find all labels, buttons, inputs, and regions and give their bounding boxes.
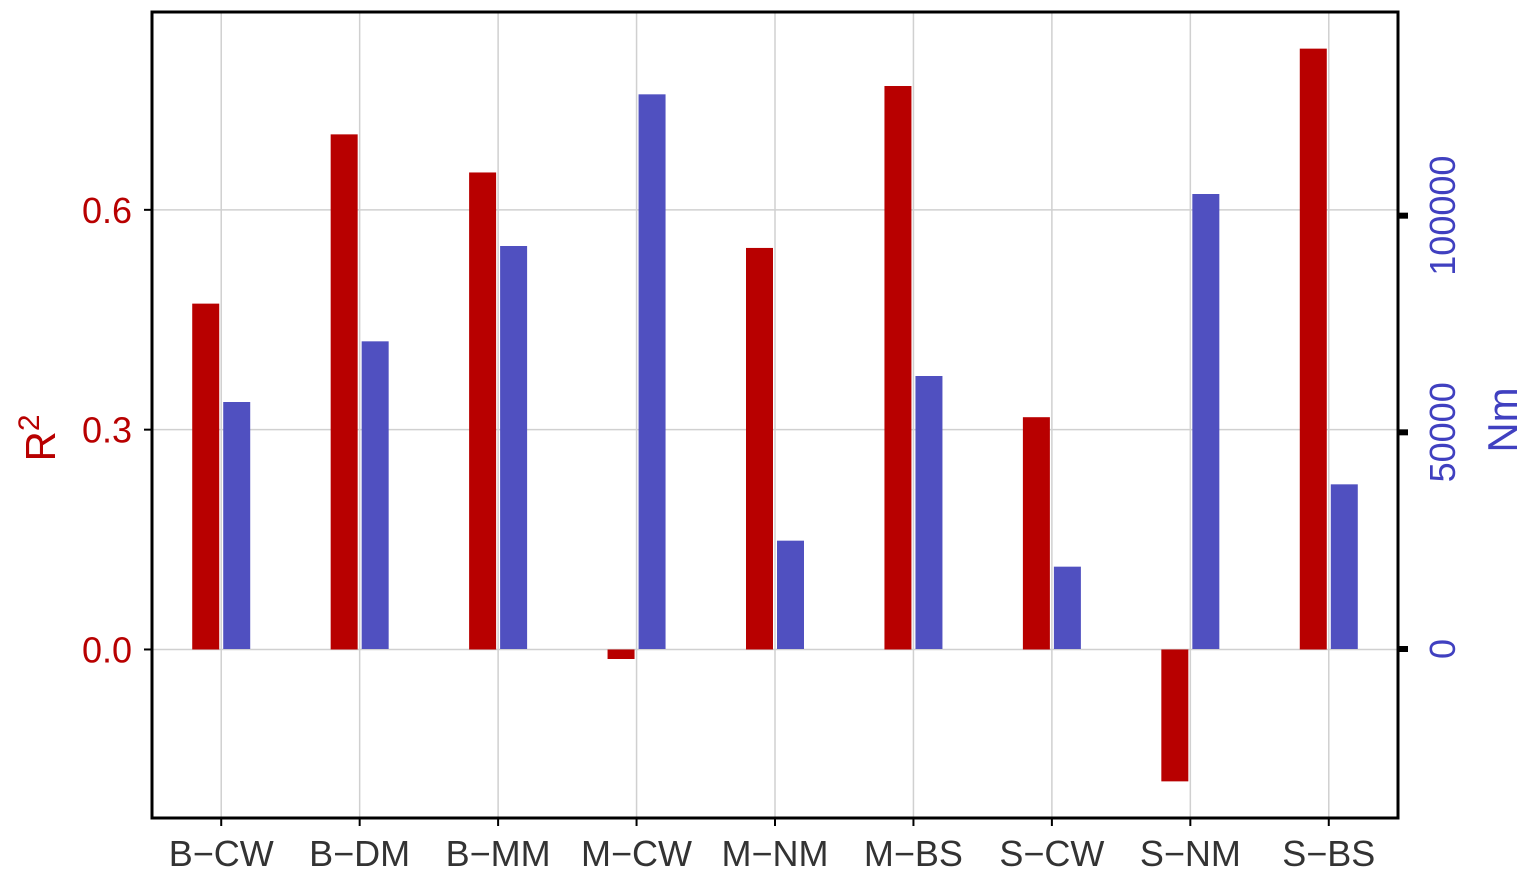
bar-nm-2	[500, 246, 528, 649]
tick-labels: 0.0 0.3 0.6 0 50000 100000 B−CW B−DM B−MM M−CW M−N…	[82, 156, 1463, 874]
x-tick-label: M−CW	[581, 833, 692, 874]
y-right-tick-label: 100000	[1422, 156, 1463, 276]
x-tick-label: B−CW	[169, 833, 274, 874]
gridlines	[152, 12, 1398, 818]
x-tick-label: S−NM	[1140, 833, 1241, 874]
bar-r2-4	[746, 247, 773, 650]
bar-nm-1	[361, 341, 389, 649]
bar-r2-2	[469, 172, 497, 650]
bar-nm-6	[1053, 566, 1081, 649]
x-tick-label: B−MM	[446, 833, 551, 874]
bar-r2-6	[1022, 417, 1050, 650]
bar-nm-0	[223, 402, 251, 649]
axis-ticks	[144, 208, 1408, 826]
y-axis-right-title: Nm	[1479, 387, 1526, 452]
bar-r2-0	[192, 303, 220, 650]
bar-r2-8	[1299, 48, 1327, 650]
x-tick-label: M−BS	[864, 833, 963, 874]
axis-titles: R2 Nm	[13, 387, 1526, 461]
bar-r2-5	[884, 86, 912, 650]
x-tick-label: B−DM	[309, 833, 410, 874]
x-tick-label: S−CW	[999, 833, 1104, 874]
y-left-tick-label: 0.0	[82, 629, 132, 670]
x-tick-label: M−NM	[722, 833, 829, 874]
bar-r2-3	[607, 649, 635, 659]
bar-nm-4	[777, 540, 804, 649]
y-left-tick-label: 0.3	[82, 410, 132, 451]
bar-nm-8	[1330, 484, 1358, 649]
bar-r2-1	[330, 134, 358, 650]
bars	[192, 48, 1358, 782]
y-right-tick-label: 50000	[1422, 382, 1463, 482]
x-tick-label: S−BS	[1282, 833, 1375, 874]
bar-r2-7	[1161, 649, 1189, 782]
bar-nm-5	[915, 376, 943, 649]
y-left-tick-label: 0.6	[82, 190, 132, 231]
y-right-tick-label: 0	[1422, 639, 1463, 659]
y-axis-left-title: R2	[13, 414, 64, 461]
bar-nm-7	[1192, 194, 1220, 649]
bar-nm-3	[638, 94, 666, 650]
